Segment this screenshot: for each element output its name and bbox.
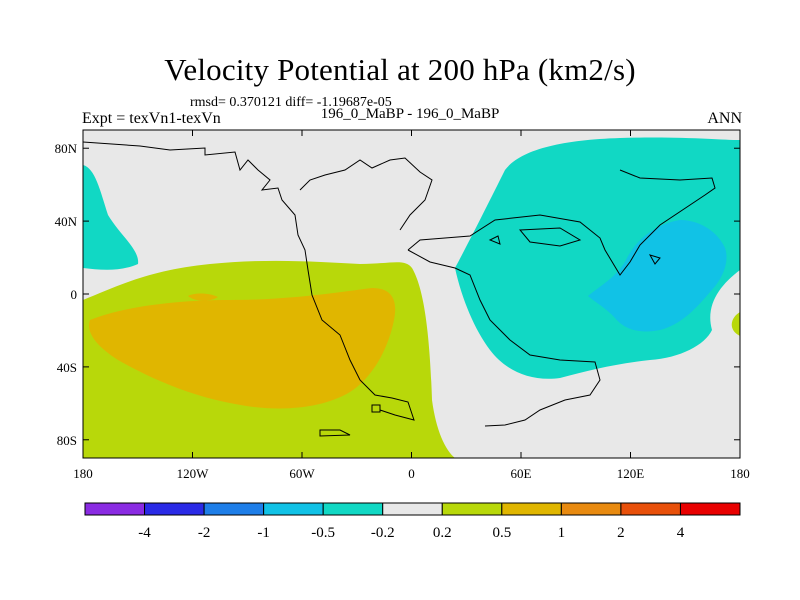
colorbar-swatch bbox=[382, 502, 443, 516]
x-tick-label: 0 bbox=[408, 466, 415, 481]
contour-field bbox=[83, 130, 740, 458]
colorbar-swatch bbox=[620, 502, 681, 516]
colorbar-swatch bbox=[560, 502, 622, 516]
x-tick-label: 180 bbox=[730, 466, 750, 481]
x-tick-label: 60W bbox=[289, 466, 315, 481]
colorbar-swatch bbox=[441, 502, 503, 516]
experiment-label: Expt = texVn1-texVn bbox=[82, 110, 221, 127]
colorbar-label: -0.2 bbox=[371, 525, 395, 541]
negative-region-west-edge bbox=[83, 165, 139, 270]
colorbar-label: -2 bbox=[198, 525, 211, 541]
season-label: ANN bbox=[707, 110, 742, 127]
positive-core-small bbox=[188, 293, 218, 301]
colorbar-swatch bbox=[501, 502, 562, 516]
stats-line: rmsd= 0.370121 diff= -1.19687e-05 bbox=[190, 95, 392, 110]
colorbar-label: 1 bbox=[558, 525, 566, 541]
colorbar-label: -4 bbox=[138, 525, 151, 541]
x-tick-label: 120W bbox=[177, 466, 210, 481]
y-tick-label: 0 bbox=[71, 287, 78, 302]
x-tick-label: 120E bbox=[617, 466, 645, 481]
colorbar-swatch bbox=[322, 502, 384, 516]
colorbar-label: -1 bbox=[257, 525, 270, 541]
chart-title: Velocity Potential at 200 hPa (km2/s) bbox=[164, 52, 636, 87]
colorbar-swatch bbox=[679, 502, 741, 516]
y-tick-label: 80S bbox=[57, 433, 77, 448]
colorbar-swatch bbox=[263, 502, 324, 516]
colorbar-swatch bbox=[203, 502, 265, 516]
colorbar: -4 -2 -1 -0.5 -0.2 0.2 0.5 1 2 4 bbox=[84, 502, 741, 541]
colorbar-swatch bbox=[84, 502, 146, 516]
y-tick-label: 40N bbox=[55, 214, 78, 229]
x-tick-label: 180 bbox=[73, 466, 93, 481]
colorbar-swatch bbox=[144, 502, 205, 516]
positive-core-west bbox=[89, 288, 396, 409]
axis-ticks: 180 120W 60W 0 60E 120E 180 80N 40N 0 40S 80S bbox=[55, 130, 750, 481]
negative-core-east bbox=[588, 220, 727, 332]
coastlines bbox=[83, 141, 716, 437]
colorbar-label: 4 bbox=[677, 525, 685, 541]
colorbar-label: 0.5 bbox=[492, 525, 511, 541]
case-label: 196_0_MaBP - 196_0_MaBP bbox=[320, 106, 500, 122]
colorbar-label: 2 bbox=[617, 525, 625, 541]
positive-region-east-edge bbox=[731, 312, 740, 336]
x-tick-label: 60E bbox=[511, 466, 532, 481]
colorbar-label: 0.2 bbox=[433, 525, 452, 541]
colorbar-label: -0.5 bbox=[311, 525, 335, 541]
y-tick-label: 40S bbox=[57, 360, 77, 375]
y-tick-label: 80N bbox=[55, 141, 78, 156]
